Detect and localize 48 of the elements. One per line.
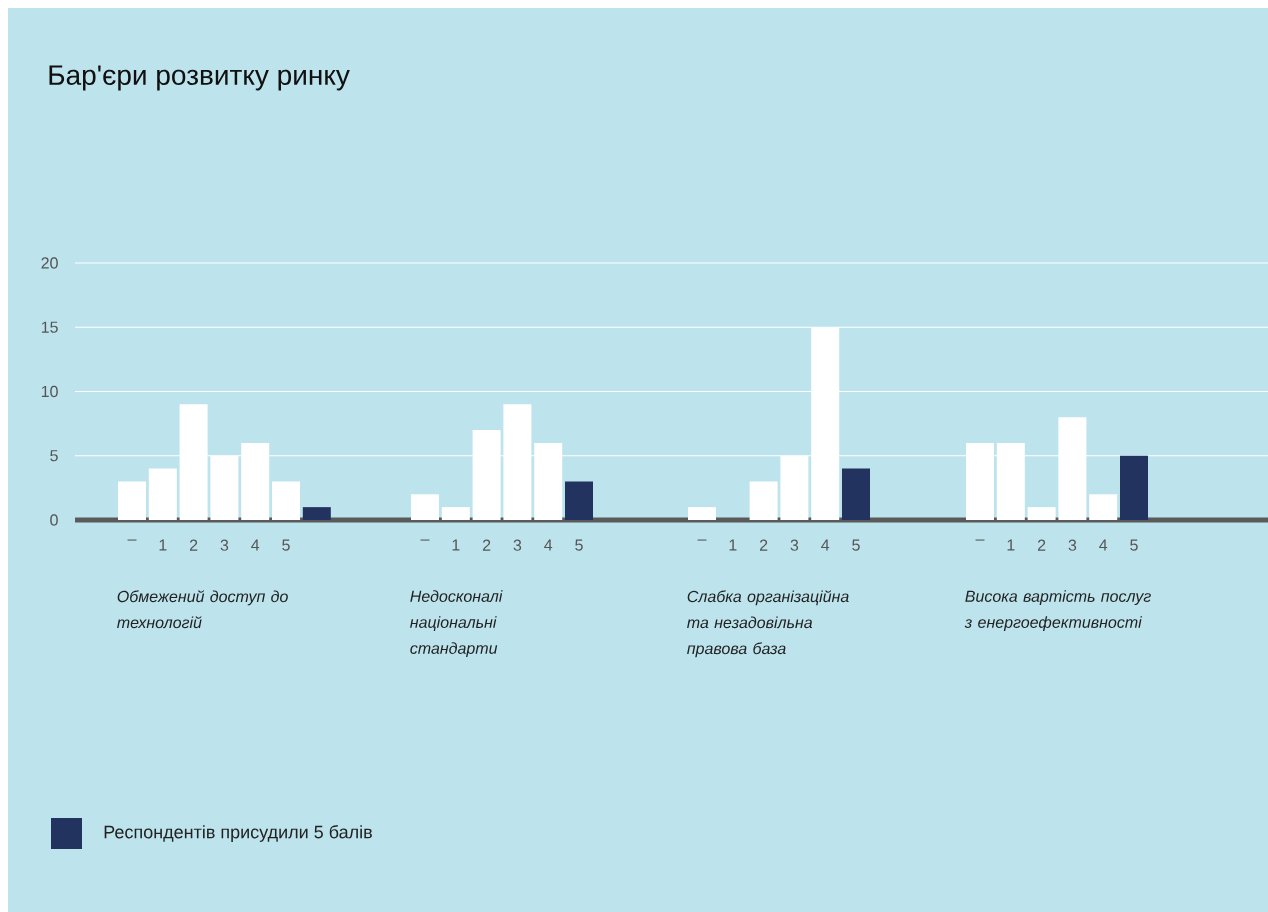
bar: [749, 481, 778, 520]
x-axis-title: Висока вартість послуг з енергоефективності: [964, 590, 1151, 632]
x-tick-label: 2: [189, 539, 198, 551]
x-tick-label: 1: [452, 539, 460, 551]
bar: [411, 494, 440, 520]
x-tick-label: 5: [1130, 539, 1138, 551]
x-tick-label: –: [975, 539, 985, 541]
x-tick-label: –: [420, 539, 430, 541]
bar: [118, 481, 147, 520]
bar: [441, 507, 470, 520]
y-tick-label: 15: [41, 321, 58, 333]
bar: [302, 507, 331, 520]
y-tick-label: 5: [50, 450, 58, 462]
bar: [842, 468, 871, 520]
x-tick-label: 2: [759, 539, 768, 551]
x-axis-title: Обмежений доступ до технологій: [117, 590, 288, 629]
x-tick-label: 1: [1007, 539, 1015, 551]
x-tick-label: –: [697, 539, 707, 541]
x-tick-label: –: [127, 539, 137, 541]
x-tick-label: 1: [729, 539, 737, 551]
x-tick-label: 5: [852, 539, 860, 551]
x-tick-label: 5: [575, 539, 583, 551]
x-tick-label: 4: [251, 539, 260, 551]
bar: [148, 468, 177, 520]
y-tick-label: 10: [41, 385, 58, 398]
x-tick-label: 3: [1068, 539, 1077, 551]
x-tick-label: 3: [790, 539, 799, 551]
bar: [1027, 507, 1056, 520]
bar: [1089, 494, 1118, 520]
y-tick-label: 20: [41, 257, 58, 269]
chart-title: Бар'єри розвитку ринку: [49, 65, 350, 91]
bar: [688, 507, 717, 520]
y-tick-label: 0: [50, 514, 58, 526]
x-axis-title: Недосконалі національні стандарти: [410, 590, 503, 658]
x-tick-label: 4: [821, 539, 830, 551]
x-tick-label: 2: [1037, 539, 1046, 551]
x-tick-label: 3: [513, 539, 522, 551]
x-tick-label: 4: [1099, 539, 1108, 551]
x-tick-label: 2: [482, 539, 491, 551]
x-tick-label: 5: [282, 539, 290, 551]
x-tick-label: 4: [544, 539, 553, 551]
x-axis-title: Слабка організаційна та незадовільна правова база: [687, 590, 849, 658]
x-tick-label: 1: [159, 539, 167, 551]
bar: [272, 481, 301, 520]
legend-label: Респондентів присудили 5 балів: [104, 825, 372, 842]
bar: [1120, 455, 1149, 520]
x-tick-label: 3: [220, 539, 229, 551]
bar: [565, 481, 594, 520]
